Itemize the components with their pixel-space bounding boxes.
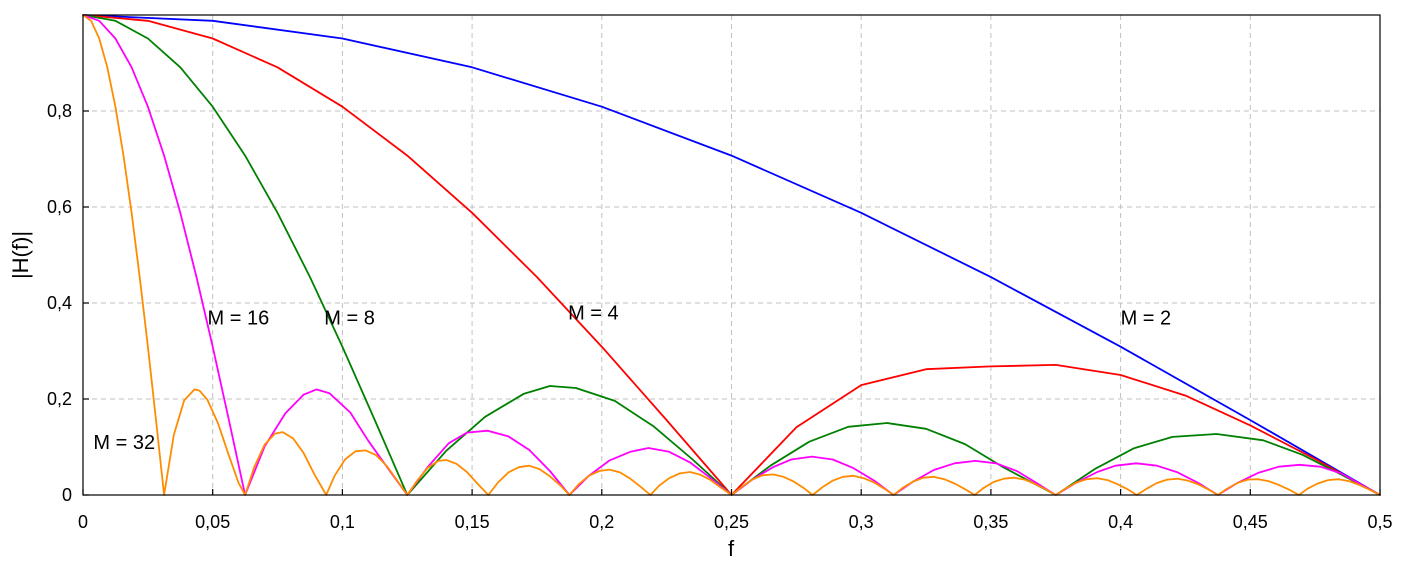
x-tick-label: 0,15 xyxy=(455,512,490,532)
x-tick-label: 0,1 xyxy=(330,512,355,532)
x-tick-label: 0,35 xyxy=(973,512,1008,532)
x-tick-label: 0,45 xyxy=(1233,512,1268,532)
y-tick-label: 0 xyxy=(62,485,72,505)
y-tick-labels: 0 0,2 0,4 0,6 0,8 xyxy=(47,101,72,505)
grid-lines xyxy=(83,15,1380,495)
series-labels: M = 2 M = 4 M = 8 M = 16 M = 32 xyxy=(93,303,1171,455)
series-label-m4: M = 4 xyxy=(568,303,619,325)
series-line-m2 xyxy=(82,14,1381,496)
y-tick-label: 0,6 xyxy=(47,197,72,217)
x-tick-label: 0,4 xyxy=(1108,512,1133,532)
x-tick-label: 0,3 xyxy=(849,512,874,532)
y-tick-label: 0,4 xyxy=(47,293,72,313)
series-label-m2: M = 2 xyxy=(1121,307,1172,329)
x-tick-label: 0,05 xyxy=(195,512,230,532)
x-tick-label: 0,5 xyxy=(1367,512,1392,532)
x-tick-label: 0 xyxy=(78,512,88,532)
x-tick-label: 0,25 xyxy=(714,512,749,532)
series-line-m32 xyxy=(82,14,1381,496)
series-label-m8: M = 8 xyxy=(324,307,375,329)
axis-ticks xyxy=(82,110,1381,496)
x-axis-title: f xyxy=(728,536,735,561)
series-label-m32: M = 32 xyxy=(93,432,155,454)
y-tick-label: 0,2 xyxy=(47,389,72,409)
y-tick-label: 0,8 xyxy=(47,101,72,121)
x-tick-label: 0,2 xyxy=(589,512,614,532)
y-axis-title: |H(f)| xyxy=(8,231,33,279)
series-line-m8 xyxy=(82,14,1381,496)
x-tick-labels: 0 0,05 0,1 0,15 0,2 0,25 0,3 0,35 0,4 0,45 0,5 xyxy=(78,512,1393,532)
series-label-m16: M = 16 xyxy=(208,307,270,329)
